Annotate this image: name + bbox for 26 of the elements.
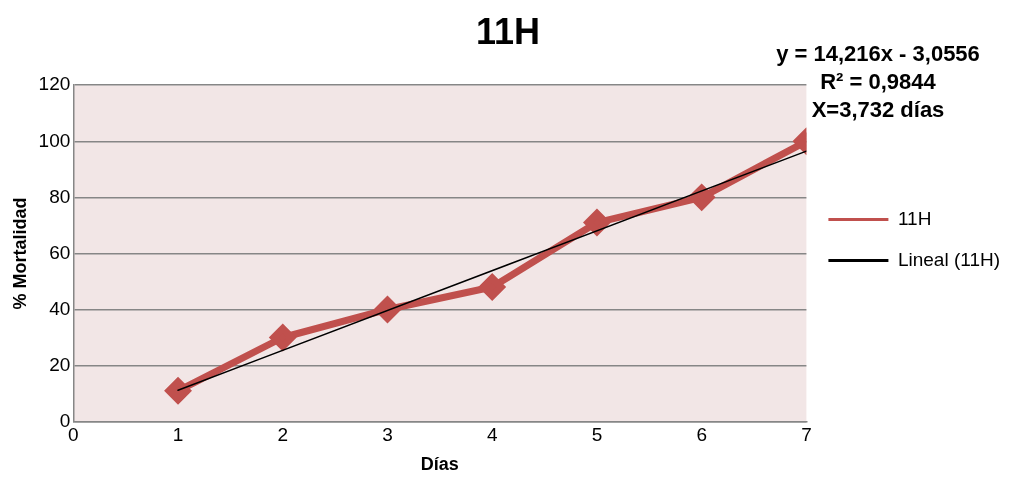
x-tick-label: 2 — [277, 424, 289, 446]
x-tick-label: 4 — [486, 424, 498, 446]
y-tick-label: 120 — [38, 73, 71, 95]
text: X=3,732 días — [811, 97, 945, 123]
point — [270, 325, 296, 350]
chart-title: 11H — [475, 10, 541, 52]
point — [165, 378, 191, 404]
y-tick-label: 60 — [49, 241, 71, 263]
x-tick-label: 3 — [382, 424, 393, 446]
y-tick-label: 80 — [49, 185, 71, 207]
point — [584, 210, 610, 236]
x-tick-label: 6 — [696, 424, 707, 446]
legend-label: Lineal (11H) — [897, 248, 1001, 270]
point — [689, 184, 715, 210]
y-tick-label: 20 — [49, 353, 71, 375]
x-tick-label: 5 — [591, 424, 603, 446]
legend-label: 11H — [897, 207, 932, 229]
y-axis-title: % Mortalidad — [9, 197, 30, 310]
x-axis-title: Días — [420, 454, 459, 475]
text: R² = 0,9844 — [820, 69, 937, 95]
text: y = 14,216x - 3,0556 — [776, 41, 980, 67]
point — [479, 274, 505, 300]
x-tick-label: 7 — [801, 424, 812, 446]
y-tick-label: 100 — [38, 129, 71, 151]
x-tick-label: 1 — [172, 424, 184, 446]
y-tick-label: 40 — [49, 297, 71, 319]
